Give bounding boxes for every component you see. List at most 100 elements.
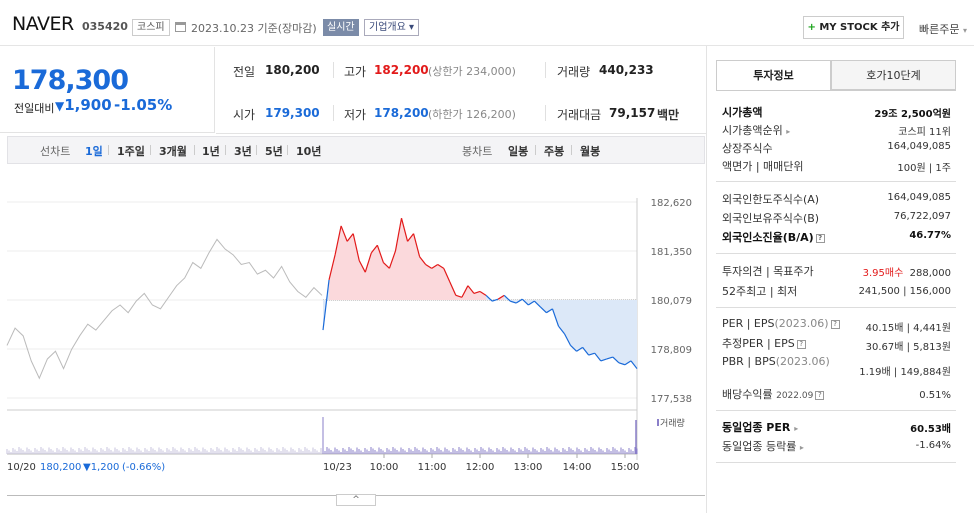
price-line-segment: [322, 279, 330, 331]
plus-icon: +: [807, 22, 816, 33]
chevron-right-icon: ▸: [786, 127, 791, 136]
sector-change-label[interactable]: 동일업종 등락률 ▸: [722, 438, 804, 454]
volume-label: 거래량: [557, 65, 591, 79]
price-line-segment: [388, 250, 397, 269]
stock-code: 035420: [82, 20, 128, 33]
price-line-segment: [461, 285, 469, 298]
change-amount: ▼1,900: [55, 96, 112, 114]
sector-change-text: 동일업종 등락률: [722, 440, 797, 453]
price-line-segment: [340, 225, 348, 242]
tab-orderbook[interactable]: 호가10단계: [831, 60, 956, 90]
info-panel: [706, 46, 974, 513]
52w-label: 52주최고 | 최저: [722, 285, 798, 298]
period-bar: [7, 136, 705, 164]
period-1y[interactable]: 1년: [202, 145, 220, 158]
per-eps-value: 40.15배 | 4,441원: [865, 323, 951, 334]
divider: [333, 62, 334, 78]
pbr-bps-text: PBR | BPS: [722, 355, 776, 368]
period-3y[interactable]: 3년: [234, 145, 252, 158]
sector-per-label[interactable]: 동일업종 PER ▸: [722, 419, 798, 435]
price-line-segment: [443, 268, 451, 283]
date-text: 2023.10.23 기준(장마감): [191, 22, 317, 35]
price-line-segment: [503, 294, 511, 302]
market-cap-rank-text: 시가총액순위: [722, 124, 783, 137]
price-line-segment: [582, 347, 590, 356]
market-cap-value: 29조 2,500억원: [874, 109, 951, 120]
tab-underline: [716, 90, 956, 91]
y-tick-label: 182,620: [651, 198, 692, 209]
tab-investment-info[interactable]: 투자정보: [716, 60, 831, 90]
current-price: 178,300: [12, 65, 129, 96]
trade-amount-label: 거래대금: [557, 108, 602, 122]
add-mystock-button[interactable]: + MY STOCK 추가: [803, 16, 904, 39]
help-icon[interactable]: ?: [815, 390, 825, 400]
price-line-segment: [352, 233, 360, 261]
divider: [216, 133, 706, 134]
foreign-ratio-label: 외국인소진율(B/A)?: [722, 229, 825, 245]
period-5y[interactable]: 5년: [265, 145, 283, 158]
help-icon[interactable]: ?: [815, 233, 825, 243]
dividend-date: 2022.09: [776, 391, 814, 401]
x-tick-label: 10:00: [370, 462, 399, 473]
candle-monthly[interactable]: 월봉: [580, 145, 601, 158]
price-line-segment: [546, 308, 553, 314]
price-line-segment: [510, 300, 517, 304]
divider: [108, 145, 109, 155]
prev-close-value: 180,200: [265, 63, 320, 77]
par-value-label: 액면가 | 매매단위: [722, 160, 804, 173]
price-line-segment: [515, 298, 523, 304]
pbr-bps-date: (2023.06): [775, 355, 830, 368]
divider: [545, 105, 546, 121]
per-eps-date: (2023.06): [774, 317, 829, 330]
divider: [150, 145, 151, 155]
candle-weekly[interactable]: 주봉: [544, 145, 565, 158]
period-3m[interactable]: 3개월: [159, 145, 187, 158]
price-line-segment: [334, 225, 342, 255]
help-icon[interactable]: ?: [796, 339, 806, 349]
price-line-segment: [407, 233, 415, 242]
period-10y[interactable]: 10년: [296, 145, 322, 158]
price-line-segment: [564, 333, 572, 346]
chevron-right-icon: ▸: [794, 424, 799, 433]
target-price: 288,000: [909, 268, 951, 279]
dividend-text: 배당수익률: [722, 388, 773, 401]
y-tick-label: 177,538: [651, 394, 692, 405]
high-value: 182,200: [374, 63, 429, 77]
upper-limit: (상한가 234,000): [428, 65, 516, 78]
change-label: 전일대비: [14, 102, 55, 115]
price-chart[interactable]: 182,620 181,350 180,079 178,809 177,538 거래량 10…: [0, 170, 705, 488]
price-line-segment: [382, 262, 390, 269]
trade-amount-unit: 백만: [657, 108, 680, 122]
quick-order-label: 빠른주문: [919, 23, 960, 36]
quick-order-button[interactable]: 빠른주문 ▾: [919, 21, 967, 37]
calendar-icon: [175, 22, 186, 32]
market-cap-rank-label[interactable]: 시가총액순위 ▸: [722, 122, 790, 138]
collapse-chevron-icon[interactable]: ^: [336, 494, 376, 506]
sector-per-value: 60.53배: [910, 424, 951, 435]
price-line-segment: [588, 352, 595, 356]
market-badge: 코스피: [132, 19, 170, 36]
period-1w[interactable]: 1주일: [117, 145, 145, 158]
price-line-segment: [558, 325, 566, 335]
opinion-label: 투자의견 | 목표주가: [722, 265, 814, 278]
per-eps-label: PER | EPS(2023.06)?: [722, 317, 840, 330]
price-line-segment: [358, 260, 366, 273]
price-line-segment: [612, 356, 620, 364]
up-area-fill: [329, 218, 505, 300]
realtime-button[interactable]: 실시간: [323, 19, 359, 36]
trade-amount-value: 79,157: [609, 106, 656, 120]
price-line-segment: [479, 290, 487, 296]
company-overview-button[interactable]: 기업개요 ▾: [364, 19, 420, 36]
price-line-segment: [467, 285, 475, 294]
price-line-segment: [533, 300, 541, 308]
candle-daily[interactable]: 일봉: [508, 145, 529, 158]
help-icon[interactable]: ?: [830, 319, 840, 329]
divider: [287, 145, 288, 155]
divider: [716, 462, 956, 463]
period-1d[interactable]: 1일: [85, 145, 103, 158]
change-percent: -1.05%: [114, 96, 173, 114]
pbr-bps-value: 1.19배 | 149,884원: [859, 367, 951, 378]
sector-change-value: -1.64%: [915, 440, 951, 451]
y-tick-label: 180,079: [651, 296, 692, 307]
opinion-value: 3.95매수 288,000: [863, 264, 951, 279]
